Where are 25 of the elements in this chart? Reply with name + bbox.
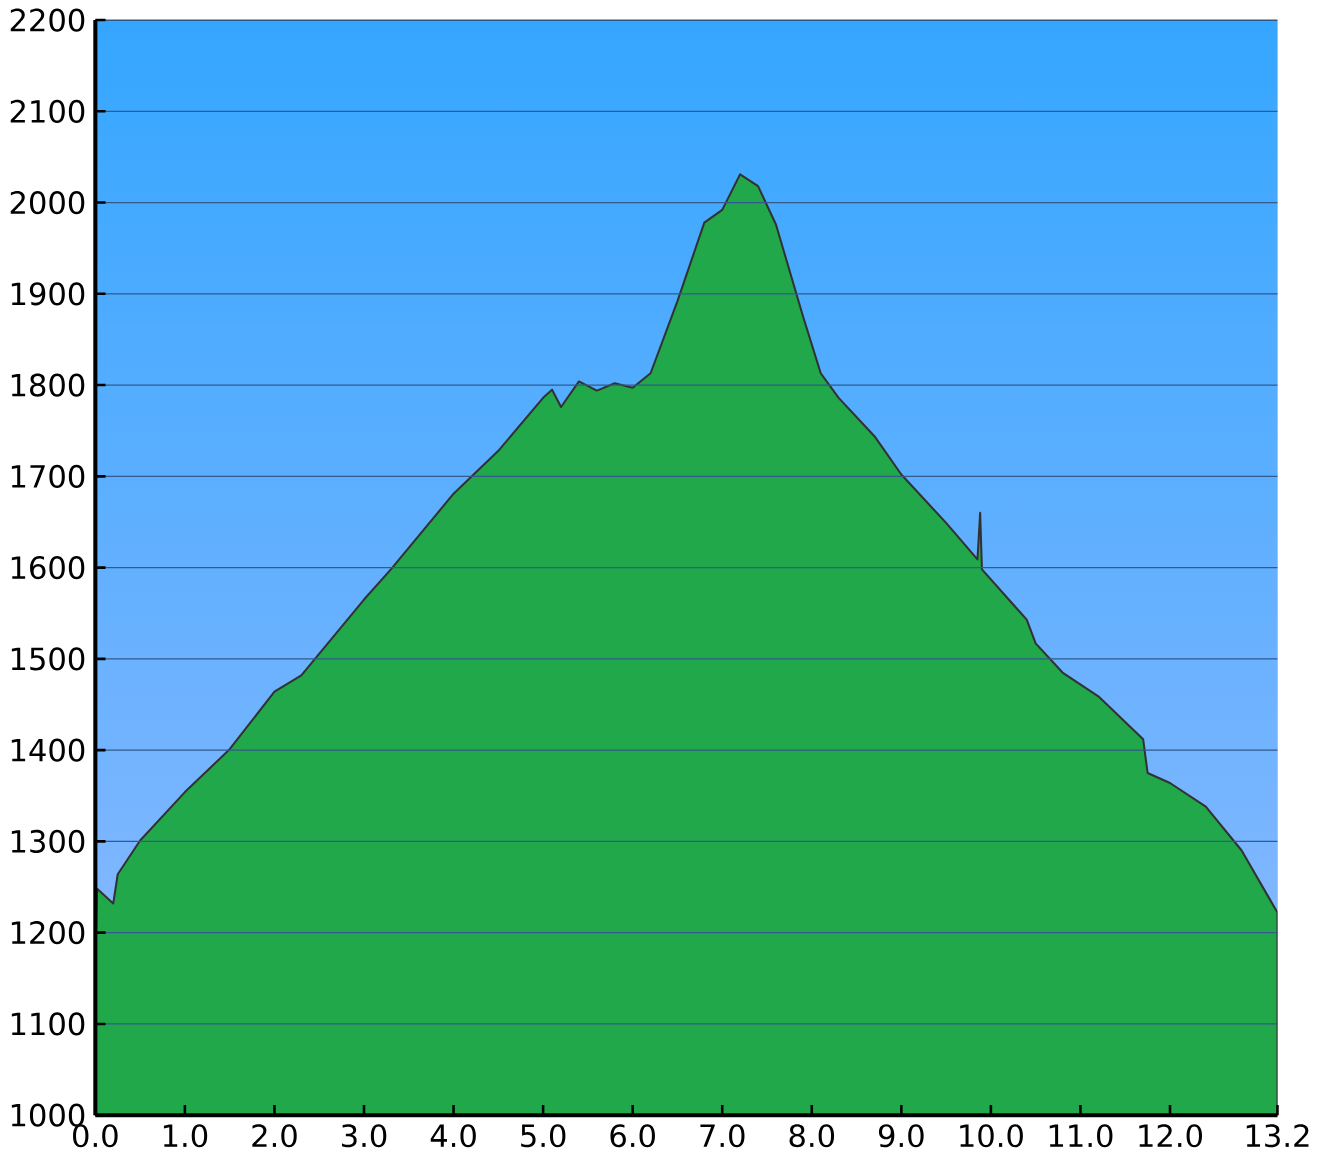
y-tick-label: 1600 — [11, 556, 85, 580]
x-tick-label: 6.0 — [610, 1124, 655, 1148]
y-tick-label: 1900 — [11, 282, 85, 306]
y-tick-label: 1300 — [11, 829, 85, 854]
x-tick-label: 12.0 — [1139, 1124, 1203, 1148]
y-tick-label: 1400 — [11, 738, 85, 762]
y-tick-label: 2100 — [10, 99, 85, 123]
y-tick-label: 1200 — [11, 921, 85, 945]
x-tick-label: 13.2 — [1246, 1124, 1309, 1148]
y-tick-label: 1700 — [11, 464, 85, 489]
x-tick-label: 9.0 — [878, 1124, 924, 1148]
x-tick-label: 2.0 — [252, 1124, 297, 1148]
y-tick-label: 2200 — [10, 8, 85, 32]
y-tick-label: 1500 — [11, 647, 85, 671]
x-tick-label: 4.0 — [430, 1124, 476, 1148]
x-tick-label: 3.0 — [342, 1124, 387, 1148]
x-tick-label: 8.0 — [789, 1124, 835, 1148]
y-tick-label: 1100 — [11, 1012, 85, 1036]
x-tick-label: 1.0 — [163, 1124, 208, 1148]
x-tick-label: 11.0 — [1049, 1124, 1113, 1148]
y-tick-label: 1800 — [11, 373, 85, 397]
y-tick-label: 2000 — [10, 191, 85, 215]
x-tick-label: 10.0 — [960, 1124, 1023, 1148]
x-tick-label: 5.0 — [521, 1124, 566, 1148]
x-tick-label: 7.0 — [700, 1124, 745, 1148]
